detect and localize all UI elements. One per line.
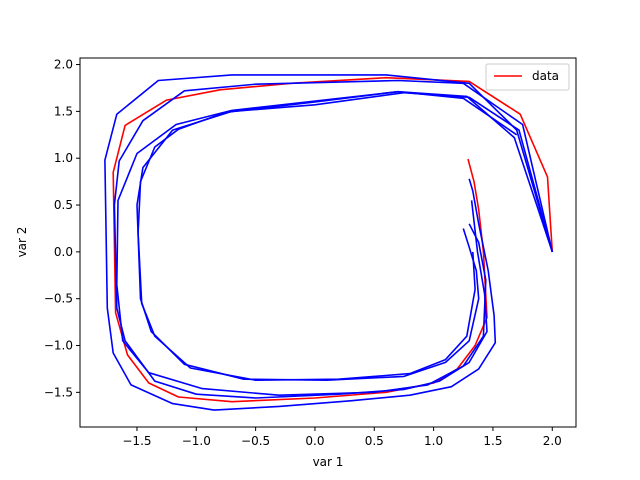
y-tick-label: 1.0 (54, 151, 73, 165)
series-line-1 (104, 74, 554, 411)
legend: data (485, 63, 570, 91)
x-axis: −1.5 −1.0 −0.5 0.0 0.5 1.0 1.5 2.0 (122, 427, 562, 448)
x-tick-label: 0.0 (305, 434, 324, 448)
x-tick-label: −1.5 (122, 434, 151, 448)
y-tick-label: −0.5 (44, 292, 73, 306)
x-tick-label: 1.5 (483, 434, 502, 448)
series-line-5 (137, 90, 518, 382)
x-tick-label: 2.0 (543, 434, 562, 448)
x-tick-label: 0.5 (365, 434, 384, 448)
y-tick-label: −1.0 (44, 339, 73, 353)
x-tick-label: −1.0 (182, 434, 211, 448)
y-axis: −1.5 −1.0 −0.5 0.0 0.5 1.0 1.5 2.0 (44, 58, 80, 399)
legend-box (485, 63, 570, 91)
legend-label-data: data (532, 69, 559, 83)
series-layer (104, 74, 554, 411)
x-tick-label: −0.5 (241, 434, 270, 448)
series-line-0 (112, 76, 554, 403)
y-tick-label: 0.5 (54, 198, 73, 212)
y-axis-label: var 2 (15, 227, 29, 258)
y-tick-label: 2.0 (54, 58, 73, 72)
y-tick-label: 0.0 (54, 245, 73, 259)
x-tick-label: 1.0 (424, 434, 443, 448)
series-line-4 (136, 91, 554, 382)
plot-area-frame (79, 57, 577, 428)
x-axis-label: var 1 (313, 455, 344, 469)
y-tick-label: −1.5 (44, 385, 73, 399)
y-tick-label: 1.5 (54, 104, 73, 118)
